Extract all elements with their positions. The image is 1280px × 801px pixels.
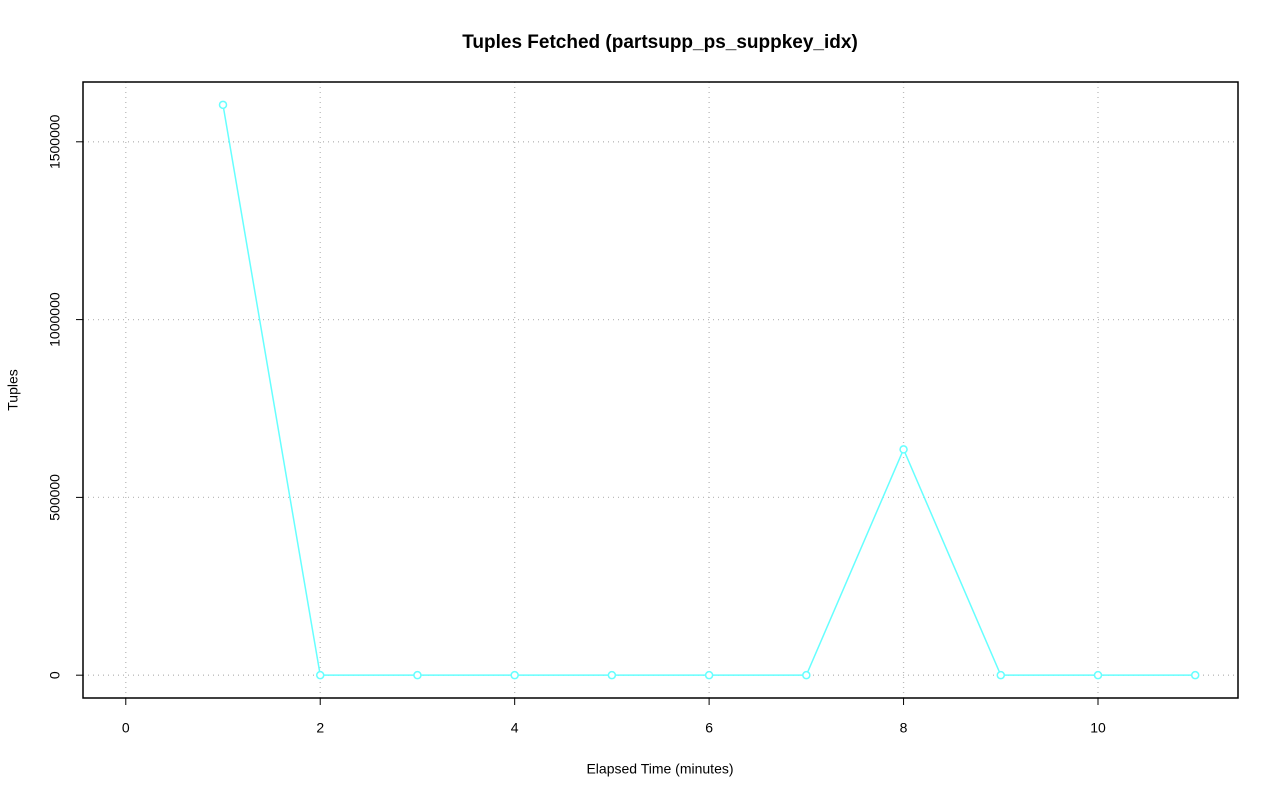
plot-frame: [82, 81, 1239, 699]
data-point: [802, 670, 811, 680]
y-tick-label: 1500000: [47, 114, 63, 169]
x-tick-label: 10: [1090, 720, 1106, 736]
x-tick-label: 6: [705, 720, 713, 736]
data-point: [607, 670, 617, 680]
data-point: [704, 670, 714, 680]
x-tick-label: 2: [316, 720, 324, 736]
data-point: [315, 670, 325, 680]
x-tick-label: 4: [511, 720, 519, 736]
data-point: [1093, 670, 1103, 680]
y-axis-label: Tuples: [5, 369, 21, 411]
y-tick-label: 500000: [47, 474, 63, 521]
x-tick-label: 8: [900, 720, 908, 736]
data-point: [413, 670, 422, 680]
data-point: [510, 670, 519, 680]
x-axis-label: Elapsed Time (minutes): [586, 761, 733, 777]
y-tick-label: 0: [47, 671, 63, 679]
chart-title: Tuples Fetched (partsupp_ps_suppkey_idx): [462, 32, 858, 53]
data-line: [222, 104, 1196, 676]
data-point: [1190, 670, 1200, 680]
x-tick-label: 0: [122, 720, 130, 736]
data-point: [899, 445, 908, 454]
data-point: [996, 670, 1006, 680]
data-point: [218, 100, 228, 110]
y-tick-label: 1000000: [47, 292, 63, 347]
